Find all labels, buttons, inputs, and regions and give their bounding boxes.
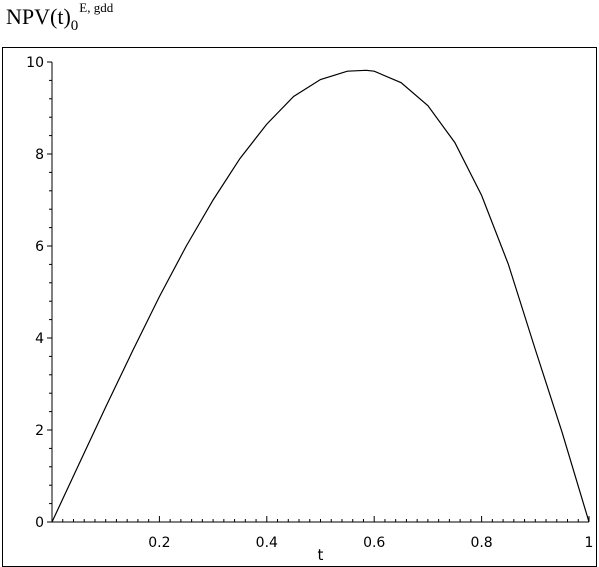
title-main: NPV(t) xyxy=(6,4,71,29)
title-superscript: E, gdd xyxy=(79,0,114,15)
axes xyxy=(51,62,589,523)
y-tick-label: 8 xyxy=(35,147,44,163)
series-lines xyxy=(51,69,590,523)
x-tick-label: 0.6 xyxy=(363,535,385,551)
title-subscript: 0 xyxy=(70,18,79,34)
chart-title: NPV(t)0E, gdd xyxy=(6,0,113,34)
ticks xyxy=(47,61,590,523)
series-line xyxy=(51,69,590,523)
x-tick-label: 0.4 xyxy=(256,535,278,551)
x-tick-label: 0.8 xyxy=(470,535,492,551)
y-tick-label: 4 xyxy=(35,331,44,347)
y-tick-label: 6 xyxy=(35,239,44,255)
y-tick-label: 0 xyxy=(35,515,44,531)
x-tick-label: 1 xyxy=(585,535,594,551)
y-tick-label: 10 xyxy=(26,55,44,71)
y-tick-label: 2 xyxy=(35,423,44,439)
tick-labels: 0 2 4 6 8 10 0.2 0.4 0.6 0.8 1 xyxy=(26,55,593,551)
x-axis-label: t xyxy=(318,546,324,564)
x-tick-label: 0.2 xyxy=(148,535,170,551)
